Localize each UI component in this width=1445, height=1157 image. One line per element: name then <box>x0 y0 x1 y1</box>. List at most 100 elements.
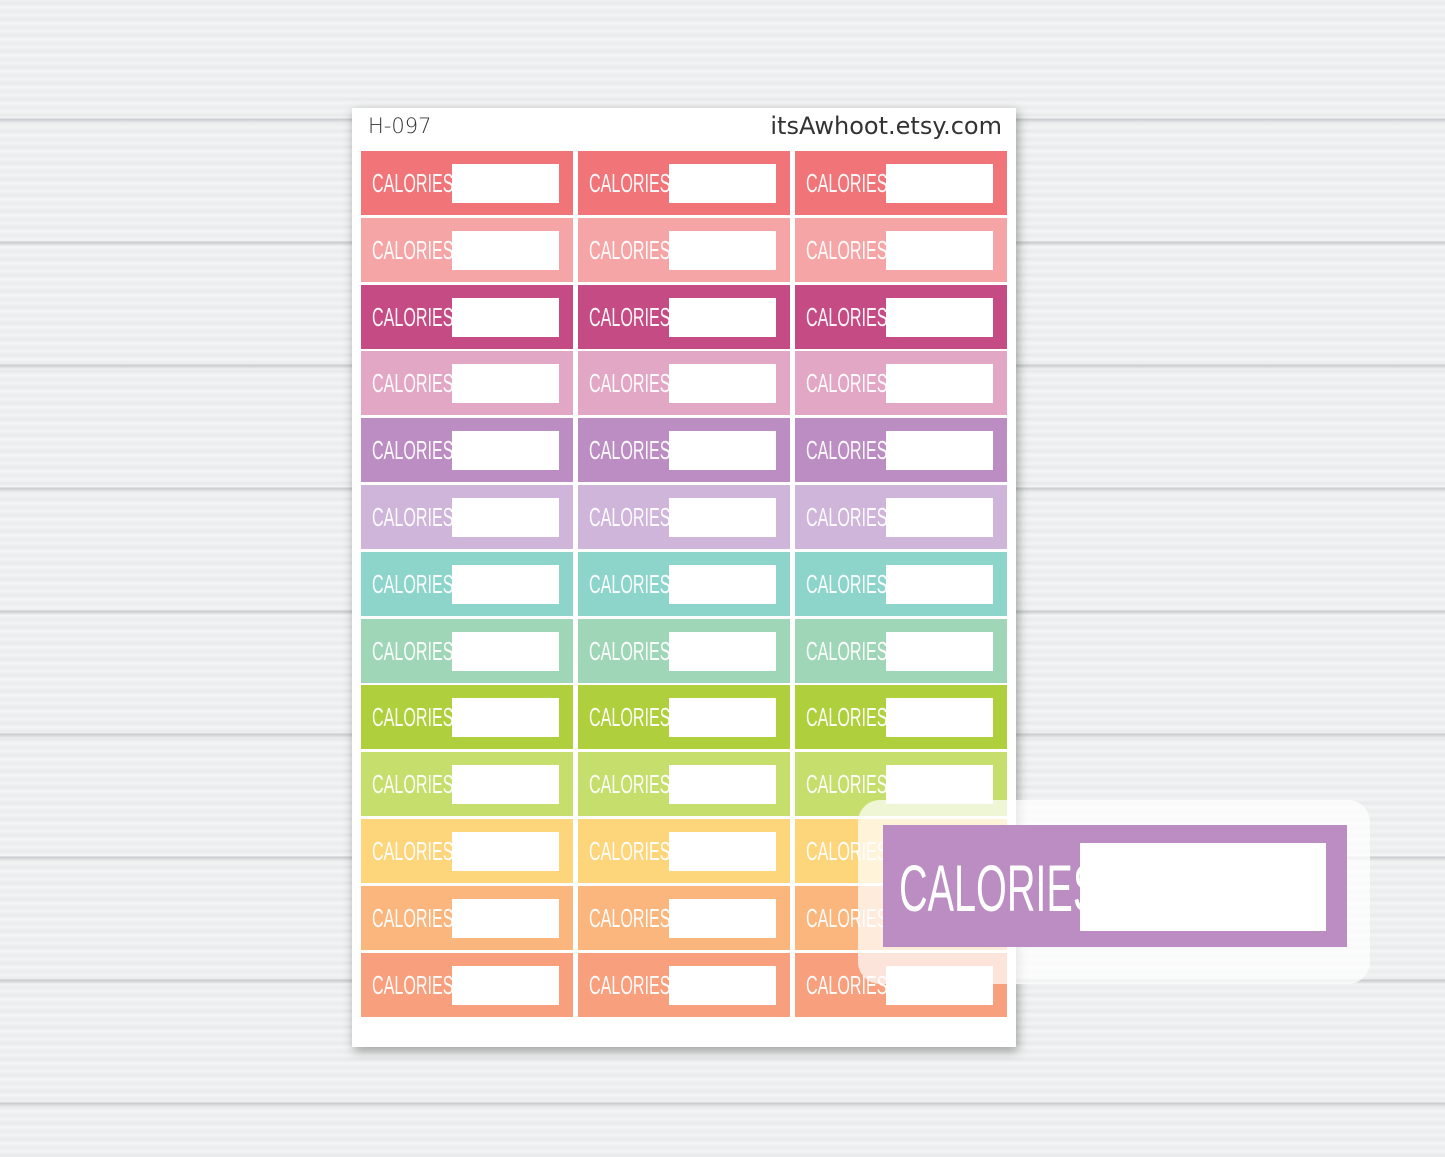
sticker-label: CALORIES: <box>806 301 893 332</box>
calories-sticker: CALORIES: <box>795 351 1007 416</box>
sticker-label: CALORIES: <box>372 702 459 733</box>
sticker-label: CALORIES: <box>372 969 459 1000</box>
sticker-label: CALORIES: <box>589 769 676 800</box>
sticker-write-box <box>886 698 993 738</box>
calories-sticker: CALORIES: <box>361 952 573 1017</box>
sticker-write-box <box>669 364 776 404</box>
sticker-label: CALORIES: <box>806 702 893 733</box>
calories-sticker: CALORIES: <box>578 485 790 549</box>
sticker-write-box <box>669 698 776 738</box>
sticker-write-box <box>669 164 776 203</box>
calories-sticker: CALORIES: <box>795 418 1007 483</box>
sticker-write-box <box>452 832 559 871</box>
calories-sticker: CALORIES: <box>578 217 790 282</box>
sticker-label: CALORIES: <box>589 368 676 399</box>
sticker-write-box <box>452 898 559 938</box>
calories-sticker: CALORIES: <box>795 151 1007 215</box>
sticker-write-box <box>669 498 776 537</box>
product-code: H-097 <box>368 114 432 138</box>
calories-sticker: CALORIES: <box>361 284 573 349</box>
sticker-write-box <box>886 564 993 604</box>
calories-sticker: CALORIES: <box>361 351 573 416</box>
sticker-write-box <box>452 631 559 671</box>
sticker-label: CALORIES: <box>372 368 459 399</box>
sticker-closeup: CALORIES: <box>858 800 1370 984</box>
sticker-label: CALORIES: <box>589 568 676 599</box>
calories-sticker: CALORIES: <box>578 819 790 883</box>
closeup-label: CALORIES: <box>899 851 1111 925</box>
sticker-label: CALORIES: <box>589 234 676 265</box>
calories-sticker: CALORIES: <box>578 351 790 416</box>
closeup-write-box <box>1080 843 1326 931</box>
sticker-write-box <box>886 230 993 270</box>
calories-sticker: CALORIES: <box>578 418 790 483</box>
calories-sticker: CALORIES: <box>361 151 573 215</box>
sticker-write-box <box>886 431 993 471</box>
sticker-label: CALORIES: <box>806 502 893 532</box>
sticker-label: CALORIES: <box>806 234 893 265</box>
sticker-write-box <box>452 431 559 471</box>
calories-sticker: CALORIES: <box>578 151 790 215</box>
sticker-write-box <box>669 965 776 1005</box>
sticker-write-box <box>452 230 559 270</box>
sticker-label: CALORIES: <box>372 902 459 933</box>
sticker-sheet: H-097 itsAwhoot.etsy.com CALORIES: CALORI… <box>352 108 1016 1047</box>
sticker-label: CALORIES: <box>372 502 459 532</box>
sticker-label: CALORIES: <box>372 769 459 800</box>
sticker-label: CALORIES: <box>589 168 676 198</box>
sticker-write-box <box>669 898 776 938</box>
sticker-write-box <box>886 297 993 337</box>
sticker-write-box <box>886 164 993 203</box>
sticker-label: CALORIES: <box>589 702 676 733</box>
calories-sticker: CALORIES: <box>795 217 1007 282</box>
sticker-write-box <box>452 498 559 537</box>
calories-sticker: CALORIES: <box>578 752 790 817</box>
calories-sticker: CALORIES: <box>578 284 790 349</box>
sticker-write-box <box>886 364 993 404</box>
calories-sticker: CALORIES: <box>578 618 790 683</box>
shop-url: itsAwhoot.etsy.com <box>770 112 1002 140</box>
calories-sticker: CALORIES: <box>361 618 573 683</box>
sticker-label: CALORIES: <box>589 902 676 933</box>
sticker-label: CALORIES: <box>806 769 893 800</box>
calories-sticker: CALORIES: <box>361 819 573 883</box>
calories-sticker: CALORIES: <box>578 551 790 616</box>
sticker-write-box <box>886 498 993 537</box>
calories-sticker: CALORIES: <box>361 752 573 817</box>
sticker-label: CALORIES: <box>372 635 459 666</box>
calories-sticker: CALORIES: <box>361 685 573 750</box>
sticker-write-box <box>452 765 559 805</box>
sticker-label: CALORIES: <box>372 234 459 265</box>
sticker-label: CALORIES: <box>372 168 459 198</box>
sticker-write-box <box>669 765 776 805</box>
sticker-write-box <box>669 230 776 270</box>
closeup-sticker: CALORIES: <box>883 825 1347 947</box>
sticker-label: CALORIES: <box>806 635 893 666</box>
sticker-write-box <box>886 765 993 805</box>
sticker-label: CALORIES: <box>372 301 459 332</box>
calories-sticker: CALORIES: <box>361 217 573 282</box>
calories-sticker: CALORIES: <box>795 618 1007 683</box>
sticker-write-box <box>669 431 776 471</box>
sticker-write-box <box>669 832 776 871</box>
calories-sticker: CALORIES: <box>795 284 1007 349</box>
sticker-label: CALORIES: <box>806 435 893 466</box>
sticker-write-box <box>669 564 776 604</box>
sticker-label: CALORIES: <box>806 568 893 599</box>
sticker-write-box <box>452 564 559 604</box>
sticker-write-box <box>452 364 559 404</box>
calories-sticker: CALORIES: <box>795 685 1007 750</box>
calories-sticker: CALORIES: <box>578 685 790 750</box>
sticker-write-box <box>452 297 559 337</box>
sticker-write-box <box>886 631 993 671</box>
sticker-label: CALORIES: <box>372 836 459 866</box>
calories-sticker: CALORIES: <box>361 485 573 549</box>
sticker-label: CALORIES: <box>589 435 676 466</box>
sticker-write-box <box>452 698 559 738</box>
sticker-label: CALORIES: <box>589 635 676 666</box>
sticker-label: CALORIES: <box>806 368 893 399</box>
calories-sticker: CALORIES: <box>361 418 573 483</box>
sticker-label: CALORIES: <box>806 168 893 198</box>
sticker-write-box <box>452 965 559 1005</box>
calories-sticker: CALORIES: <box>795 551 1007 616</box>
